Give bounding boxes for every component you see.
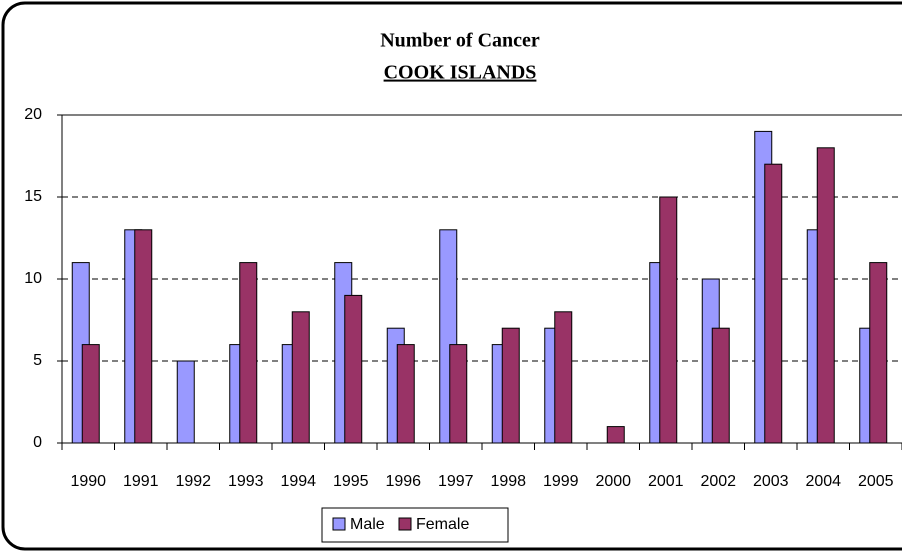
y-tick-label: 5	[33, 352, 42, 369]
bar	[176, 360, 195, 444]
legend-swatch	[332, 517, 346, 531]
x-tick-label: 1996	[385, 473, 421, 490]
x-tick-label: 2004	[805, 473, 841, 490]
legend-label: Male	[350, 516, 385, 533]
legend: Male Female	[321, 507, 509, 543]
bar	[659, 196, 678, 444]
y-tick-label: 0	[33, 434, 42, 451]
x-tick-label: 2000	[595, 473, 631, 490]
bar	[711, 327, 730, 444]
x-tick-label: 1992	[175, 473, 211, 490]
x-tick-label: 2001	[648, 473, 684, 490]
bar	[606, 426, 625, 444]
y-tick-label: 15	[24, 188, 42, 205]
bar	[291, 311, 310, 444]
bar	[449, 344, 468, 444]
x-tick-label: 2003	[753, 473, 789, 490]
chart-subtitle: COOK ISLANDS	[384, 62, 537, 84]
bar	[501, 327, 520, 444]
bar	[81, 344, 100, 444]
y-tick-label: 10	[24, 270, 42, 287]
x-tick-label: 1994	[280, 473, 316, 490]
bar	[396, 344, 415, 444]
legend-swatch	[398, 517, 412, 531]
x-tick-label: 2002	[700, 473, 736, 490]
legend-label: Female	[416, 516, 469, 533]
bar	[764, 163, 783, 444]
bar	[239, 262, 258, 444]
x-tick-label: 1997	[438, 473, 474, 490]
x-tick-label: 1999	[543, 473, 579, 490]
legend-box	[321, 507, 509, 543]
bar	[344, 294, 363, 444]
x-tick-label: 1993	[228, 473, 264, 490]
x-tick-label: 1995	[333, 473, 369, 490]
y-tick-label: 20	[24, 106, 42, 123]
x-tick-label: 1991	[123, 473, 159, 490]
x-tick-label: 1998	[490, 473, 526, 490]
bar	[134, 229, 153, 444]
bar	[869, 262, 888, 444]
chart-title: Number of Cancer	[380, 30, 540, 52]
bar	[554, 311, 573, 444]
x-tick-label: 1990	[70, 473, 106, 490]
bar	[816, 147, 835, 444]
x-tick-label: 2005	[858, 473, 894, 490]
